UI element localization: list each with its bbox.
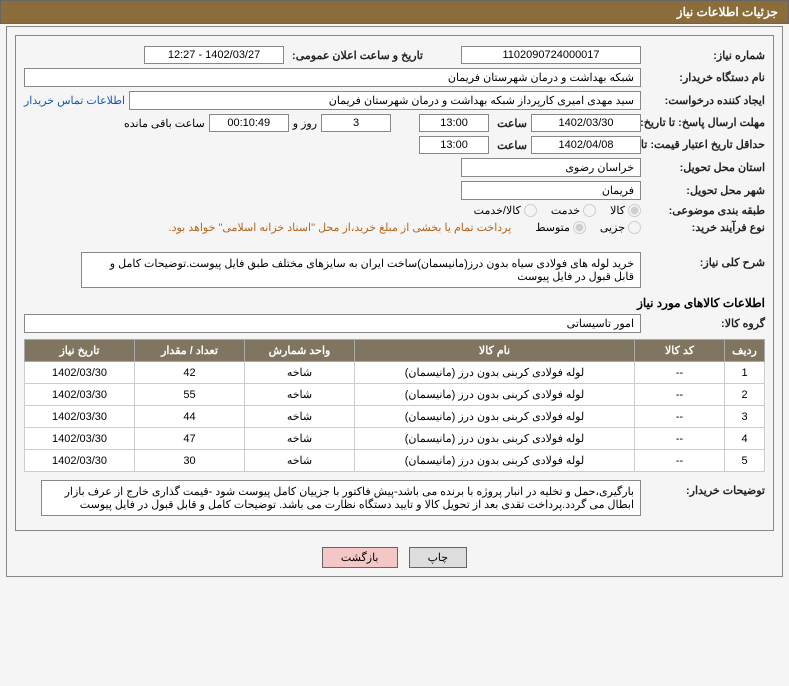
table-row: 5--لوله فولادی کربنی بدون درز (مانیسمان)… <box>25 450 765 472</box>
col-header: ردیف <box>725 340 765 362</box>
group-label: گروه کالا: <box>645 317 765 330</box>
buyer-notes-label: توضیحات خریدار: <box>645 480 765 497</box>
validity-label: حداقل تاریخ اعتبار قیمت: تا تاریخ: <box>645 138 765 152</box>
table-row: 4--لوله فولادی کربنی بدون درز (مانیسمان)… <box>25 428 765 450</box>
panel-title: جزئیات اطلاعات نیاز <box>0 0 789 24</box>
validity-date: 1402/04/08 <box>531 136 641 154</box>
col-header: واحد شمارش <box>245 340 355 362</box>
city-value: فریمان <box>461 181 641 200</box>
radio-both[interactable]: کالا/خدمت <box>474 204 537 217</box>
table-row: 1--لوله فولادی کربنی بدون درز (مانیسمان)… <box>25 362 765 384</box>
need-no-value: 1102090724000017 <box>461 46 641 64</box>
form-panel: شماره نیاز: 1102090724000017 تاریخ و ساع… <box>15 35 774 531</box>
announce-label: تاریخ و ساعت اعلان عمومی: <box>288 49 423 62</box>
radio-small[interactable]: جزیی <box>600 221 641 234</box>
category-label: طبقه بندی موضوعی: <box>645 204 765 217</box>
announce-value: 1402/03/27 - 12:27 <box>144 46 284 64</box>
need-no-label: شماره نیاز: <box>645 49 765 62</box>
table-row: 2--لوله فولادی کربنی بدون درز (مانیسمان)… <box>25 384 765 406</box>
items-table: ردیفکد کالانام کالاواحد شمارشتعداد / مقد… <box>24 339 765 472</box>
deadline-date: 1402/03/30 <box>531 114 641 132</box>
group-value: امور تاسیساتی <box>24 314 641 333</box>
col-header: تاریخ نیاز <box>25 340 135 362</box>
radio-goods[interactable]: کالا <box>610 204 641 217</box>
desc-text: خرید لوله های فولادی سیاه بدون درز(مانیس… <box>81 252 641 288</box>
buyer-value: شبکه بهداشت و درمان شهرستان فریمان <box>24 68 641 87</box>
time-label-2: ساعت <box>493 139 527 152</box>
outer-frame: شماره نیاز: 1102090724000017 تاریخ و ساع… <box>6 26 783 577</box>
radio-service[interactable]: خدمت <box>551 204 596 217</box>
col-header: نام کالا <box>355 340 635 362</box>
col-header: کد کالا <box>635 340 725 362</box>
col-header: تعداد / مقدار <box>135 340 245 362</box>
province-label: استان محل تحویل: <box>645 161 765 174</box>
days-remaining: 3 <box>321 114 391 132</box>
table-row: 3--لوله فولادی کربنی بدون درز (مانیسمان)… <box>25 406 765 428</box>
days-and-label: روز و <box>293 117 317 130</box>
print-button[interactable]: چاپ <box>409 547 468 568</box>
countdown: 00:10:49 <box>209 114 289 132</box>
process-label: نوع فرآیند خرید: <box>645 221 765 234</box>
back-button[interactable]: بازگشت <box>322 547 398 568</box>
remaining-label: ساعت باقی مانده <box>124 117 205 130</box>
city-label: شهر محل تحویل: <box>645 184 765 197</box>
items-section-title: اطلاعات کالاهای مورد نیاز <box>24 296 765 310</box>
buyer-notes-text: بارگیری،حمل و تخلیه در انبار پروژه با بر… <box>41 480 641 516</box>
validity-time: 13:00 <box>419 136 489 154</box>
province-value: خراسان رضوی <box>461 158 641 177</box>
radio-medium[interactable]: متوسط <box>535 221 586 234</box>
buyer-label: نام دستگاه خریدار: <box>645 71 765 84</box>
deadline-time: 13:00 <box>419 114 489 132</box>
creator-label: ایجاد کننده درخواست: <box>645 94 765 107</box>
time-label-1: ساعت <box>493 117 527 130</box>
creator-value: سید مهدی امیری کارپرداز شبکه بهداشت و در… <box>129 91 641 110</box>
deadline-label: مهلت ارسال پاسخ: تا تاریخ: <box>645 116 765 130</box>
desc-label: شرح کلی نیاز: <box>645 252 765 269</box>
contact-link[interactable]: اطلاعات تماس خریدار <box>24 94 125 107</box>
process-note: پرداخت تمام یا بخشی از مبلغ خرید،از محل … <box>169 221 512 234</box>
